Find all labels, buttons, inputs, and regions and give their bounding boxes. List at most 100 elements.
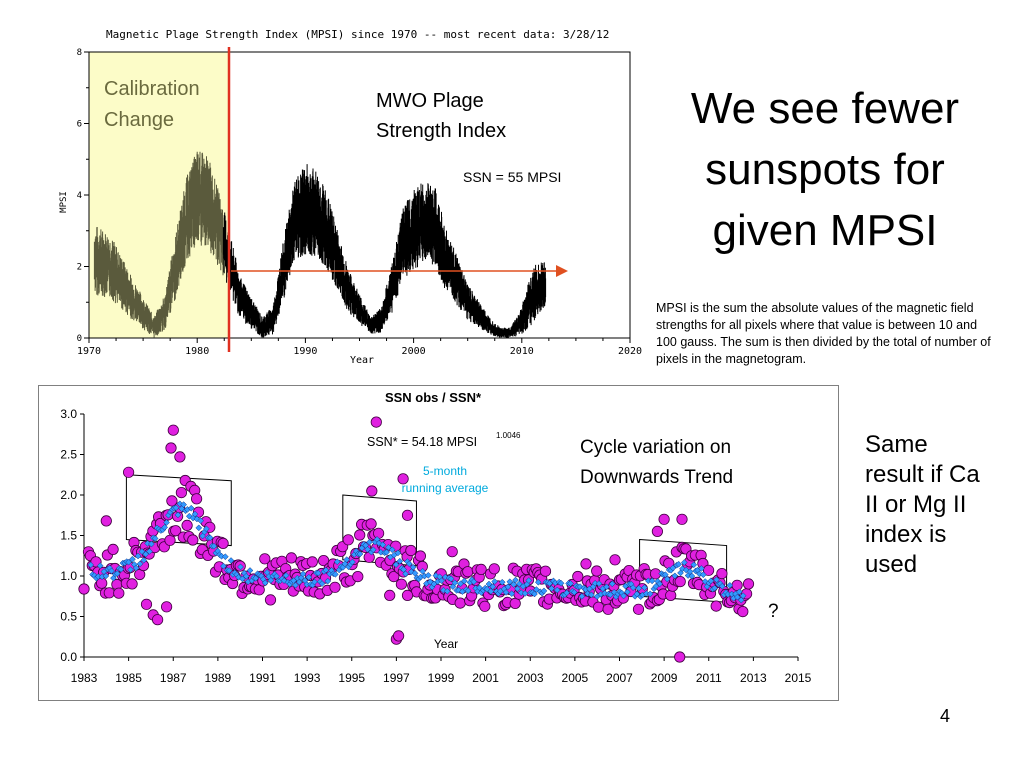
running-average-point — [394, 549, 402, 557]
mpsi-x-tick-label: 2000 — [402, 346, 426, 357]
observed-ratio-point — [475, 563, 487, 575]
running-average-point — [349, 558, 356, 566]
running-average-point — [675, 560, 682, 568]
ratio-x-tick-label: 1985 — [115, 671, 142, 685]
ratio-y-tick-label: 3.0 — [60, 407, 77, 421]
mwo-label-2: Strength Index — [376, 120, 506, 142]
running-average-point — [220, 562, 227, 570]
running-average-point — [726, 581, 734, 589]
running-average-point — [595, 580, 603, 587]
observed-ratio-point — [710, 600, 722, 612]
observed-ratio-point — [462, 566, 474, 578]
running-average-point — [174, 511, 182, 519]
running-average-point — [311, 578, 318, 586]
ratio-y-tick-label: 2.5 — [60, 448, 77, 462]
running-average-point — [563, 589, 571, 597]
highlight-box — [125, 474, 232, 547]
calibration-label-1: Calibration — [104, 78, 200, 100]
observed-ratio-point — [372, 527, 385, 539]
running-average-point — [136, 560, 144, 568]
running-average-point — [489, 583, 497, 591]
observed-ratio-point — [665, 589, 677, 601]
running-average-point — [633, 590, 641, 598]
running-average-point — [324, 577, 332, 585]
running-average-point — [125, 558, 132, 566]
running-average-point — [438, 577, 445, 585]
running-average-point — [138, 548, 146, 555]
observed-ratio-point — [113, 587, 125, 599]
running-average-point — [739, 592, 747, 600]
observed-ratio-point — [354, 529, 366, 541]
running-average-point — [498, 578, 506, 586]
running-average-point — [690, 561, 698, 569]
ratio-x-tick-label: 1999 — [428, 671, 455, 685]
observed-ratio-point — [674, 576, 686, 588]
running-average-point — [117, 565, 125, 573]
observed-ratio-outlier — [167, 424, 179, 436]
observed-ratio-outlier — [397, 473, 409, 485]
running-average-point — [210, 542, 218, 550]
observed-ratio-point — [716, 568, 728, 580]
running-average-point — [102, 572, 110, 580]
observed-ratio-point — [107, 543, 119, 555]
running-average-point — [142, 550, 150, 558]
mpsi-definition: MPSI is the sum the absolute values of t… — [656, 301, 991, 366]
mpsi-y-tick-label: 8 — [77, 48, 82, 58]
observed-ratio-point — [602, 603, 614, 615]
running-average-point — [383, 548, 390, 556]
ratio-y-tick-label: 1.5 — [60, 529, 77, 543]
running-average-point — [343, 556, 351, 563]
observed-ratio-point — [126, 578, 138, 590]
running-average-point — [273, 572, 280, 580]
observed-ratio-outlier — [123, 466, 135, 478]
ssn-ratio-chart: SSN obs / SSN* 0.0 0.5 1.0 1.5 2.0 2.5 3.0 1983… — [38, 385, 839, 701]
running-average-point — [711, 584, 719, 592]
mpsi-x-label: Year — [350, 355, 374, 366]
mpsi-trace-group — [93, 151, 547, 338]
running-average-point — [379, 541, 387, 549]
running-average-points — [87, 500, 747, 604]
running-average-point — [366, 538, 373, 546]
running-average-point — [698, 565, 705, 572]
observed-ratio-point — [170, 525, 182, 537]
observed-ratio-point — [166, 495, 178, 507]
ratio-x-label: Year — [434, 637, 458, 651]
running-average-point — [108, 567, 115, 575]
running-average-point — [620, 592, 627, 600]
running-average-point — [396, 557, 404, 565]
running-average-point — [405, 560, 413, 568]
running-average-point — [656, 580, 664, 588]
running-average-point — [735, 588, 743, 596]
running-average-point — [713, 576, 720, 584]
observed-ratio-outlier — [651, 525, 664, 537]
running-average-point — [734, 593, 741, 601]
ratio-x-tick-label: 1989 — [205, 671, 232, 685]
running-average-label-1: 5-month — [423, 464, 467, 478]
running-average-point — [132, 564, 140, 572]
running-average-point — [669, 564, 677, 572]
running-average-point — [322, 566, 330, 574]
observed-ratio-outlier — [401, 509, 414, 521]
running-average-point — [392, 561, 400, 568]
running-average-point — [557, 579, 565, 587]
highlight-box — [342, 494, 417, 567]
observed-ratio-outlier — [165, 442, 177, 454]
running-average-point — [553, 586, 561, 594]
running-average-point — [648, 577, 656, 585]
running-average-point — [629, 584, 637, 592]
running-average-label-2: running average — [402, 481, 489, 495]
running-average-point — [460, 577, 468, 585]
running-average-point — [491, 578, 499, 585]
observed-ratio-point — [454, 597, 466, 609]
slide-title: We see fewer sunspots for given MPSI — [690, 84, 960, 255]
running-average-point — [671, 572, 679, 580]
observed-ratio-point — [181, 519, 193, 531]
observed-ratio-point — [259, 553, 271, 565]
observed-ratio-point — [479, 600, 491, 612]
observed-ratio-point — [592, 601, 605, 613]
ratio-x-tick-label: 1993 — [294, 671, 321, 685]
running-average-point — [261, 579, 269, 587]
formula-label: SSN* = 54.18 MPSI — [367, 435, 477, 449]
running-average-point — [641, 584, 648, 591]
running-average-point — [570, 588, 578, 596]
